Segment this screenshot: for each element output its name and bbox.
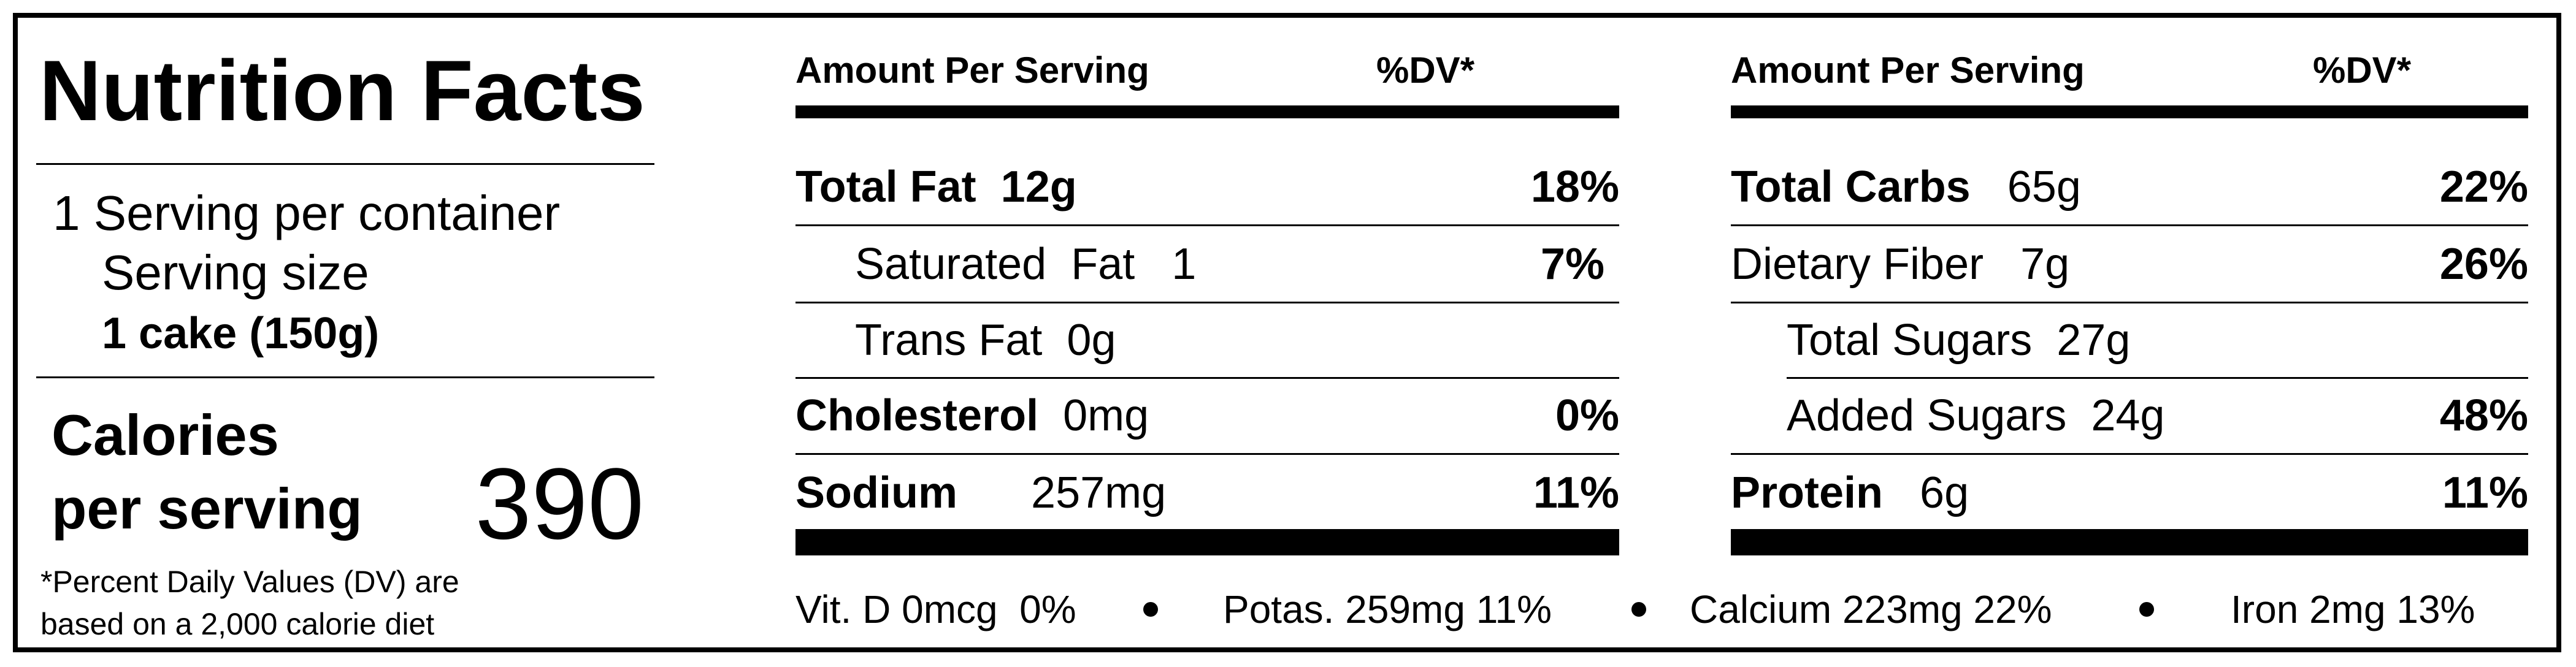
nutrient-dv: 7% [1540,240,1604,289]
nutrient-name: Sodium [795,468,957,517]
nutrient-amount: 65g [2007,162,2081,212]
nutrient-amount: 12g [1000,162,1077,212]
nutrient-name: Dietary Fiber [1731,240,1984,289]
mineral: Potas. 259mg 11% [1223,587,1552,631]
divider [36,376,654,378]
nutrient-amount: 1 [1171,240,1197,289]
nutrient-amount: 0g [1067,316,1116,365]
nutrient-name: Cholesterol [795,391,1039,440]
servings: 1 Serving per container [53,186,561,240]
nutrient-dv: 26% [2439,240,2528,289]
nutrient: Dietary Fiber 7g [1731,239,2069,289]
nutrient-dv: 0% [1555,391,1619,440]
divider [795,377,1619,379]
bullet [2139,602,2154,617]
nutrient: Saturated Fat 1 [855,239,1196,289]
nutrient-name: Total Fat [795,162,976,212]
calories-label: per serving [52,476,362,541]
nutrient-dv: 22% [2439,162,2528,212]
mineral: Iron 2mg 13% [2231,587,2475,631]
nutrient: Sodium 257mg [795,468,1166,518]
calories: 390 [475,447,644,560]
nutrient-name: Protein [1731,468,1884,517]
nutrient-dv: 18% [1530,162,1619,212]
nutrient-dv: 11% [2442,468,2528,517]
nutrient: Cholesterol 0mg [795,391,1149,441]
nutrient-amount: 6g [1920,468,1969,517]
mineral: Vit. D 0mcg 0% [795,587,1076,631]
nutrient: Trans Fat 0g [855,315,1116,365]
header-amount: Amount Per Serving [795,50,1149,91]
nutrient: Total Fat 12g [795,162,1077,212]
divider [1787,377,2528,379]
nutrient-dv: 48% [2439,391,2528,440]
thick-bar [795,105,1619,118]
bullet [1631,602,1646,617]
divider [1731,224,2528,226]
nutrient: Protein 6g [1731,468,1969,518]
nutrient-name: Total Carbs [1731,162,1971,212]
nutrient: Added Sugars 24g [1787,391,2164,441]
thick-bar [1731,105,2528,118]
nutrient-dv: 11% [1533,468,1619,517]
calories-label: Calories [52,403,279,467]
title: Nutrition Facts [39,42,645,139]
footnote: *Percent Daily Values (DV) are [40,565,459,599]
nutrient-name: Added Sugars [1787,391,2067,440]
nutrient-name: Total Sugars [1787,316,2033,365]
nutrient-name: Trans Fat [855,316,1043,365]
nutrient-amount: 27g [2057,316,2131,365]
nutrient-amount: 257mg [1031,468,1167,517]
serving-size: 1 cake (150g) [102,309,380,358]
header-amount: Amount Per Serving [1731,50,2085,91]
divider [1731,302,2528,303]
header-dv: %DV* [1376,50,1475,91]
header-dv: %DV* [2313,50,2412,91]
thick-bar [795,529,1619,555]
nutrient: Total Sugars 27g [1787,315,2130,365]
bullet [1143,602,1158,617]
footnote: based on a 2,000 calorie diet [40,607,435,641]
divider [795,224,1619,226]
nutrient-amount: 24g [2091,391,2165,440]
divider [795,453,1619,455]
mineral: Calcium 223mg 22% [1690,587,2052,631]
divider [1731,453,2528,455]
serving-size-label: Serving size [102,245,369,300]
divider [795,302,1619,303]
thick-bar [1731,529,2528,555]
nutrient-amount: 0mg [1063,391,1149,440]
nutrient: Total Carbs 65g [1731,162,2081,212]
divider [36,163,654,165]
label-border [13,13,2561,652]
nutrient-amount: 7g [2020,240,2070,289]
nutrient-name: Saturated Fat [855,240,1135,289]
